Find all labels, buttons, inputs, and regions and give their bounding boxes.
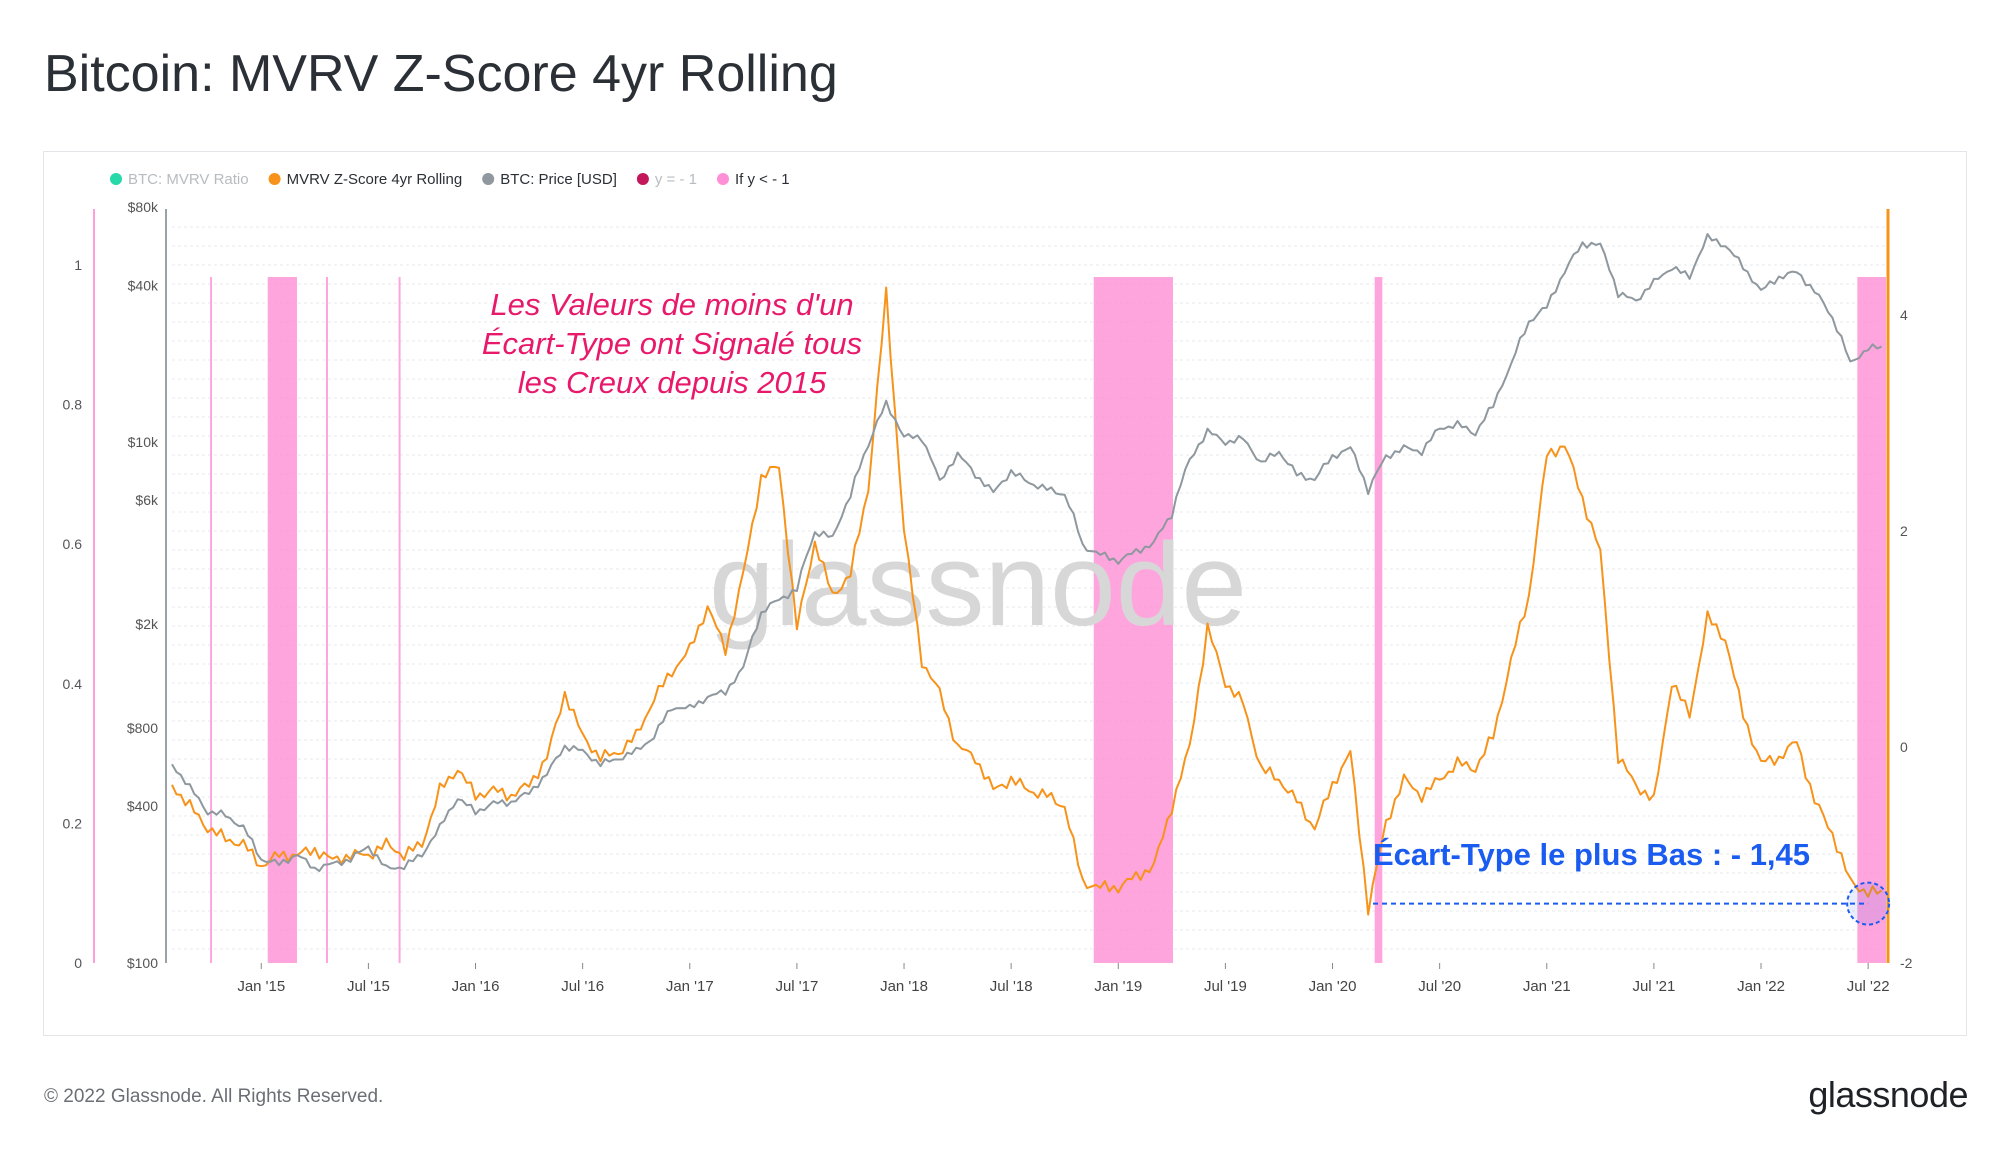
legend: BTC: MVRV Ratio MVRV Z-Score 4yr Rolling B… [110, 171, 790, 188]
zscore-tick-label: 2 [1900, 523, 1908, 539]
annotation-line: les Creux depuis 2015 [518, 365, 827, 400]
legend-marker [268, 173, 281, 185]
mvrv-tick-label: 0.6 [63, 536, 83, 552]
x-tick-label: Jul '15 [347, 978, 390, 995]
price-tick-label: $40k [128, 277, 159, 293]
zscore-tick-label: -2 [1900, 955, 1913, 971]
highlight-band [398, 277, 401, 963]
x-tick-label: Jul '19 [1204, 978, 1247, 995]
highlight-band [1857, 277, 1886, 963]
annotations: Les Valeurs de moins d'un Écart-Type ont … [482, 287, 1891, 926]
annotation-line: Écart-Type ont Signalé tous [482, 326, 862, 361]
footer-copyright: © 2022 Glassnode. All Rights Reserved. [44, 1086, 384, 1107]
mvrv-tick-label: 0.2 [63, 815, 83, 831]
highlight-bands [210, 277, 1886, 963]
x-tick-label: Jan '15 [237, 978, 285, 995]
chart-svg: glassnode Jan '15 Jul '15 Jan '16 Jul '16 Ja… [63, 171, 1913, 995]
price-tick-label: $2k [135, 616, 159, 632]
mvrv-tick-label: 0 [74, 955, 82, 971]
price-tick-label: $400 [127, 798, 158, 814]
series-layer [171, 233, 1883, 916]
x-tick-label: Jul '21 [1632, 978, 1675, 995]
highlight-band [325, 277, 328, 963]
legend-marker [110, 173, 122, 185]
legend-label: BTC: Price [USD] [500, 171, 617, 188]
highlight-band [267, 277, 297, 963]
watermark: glassnode [709, 519, 1247, 651]
footer-logo: glassnode [1808, 1074, 1968, 1115]
chart-container: glassnode Jan '15 Jul '15 Jan '16 Jul '16 Ja… [43, 151, 1967, 1036]
legend-label: If y < - 1 [735, 171, 790, 188]
x-tick-label: Jan '22 [1737, 978, 1785, 995]
legend-label: BTC: MVRV Ratio [128, 171, 249, 188]
highlight-band [1093, 277, 1174, 963]
price-tick-label: $800 [127, 720, 158, 736]
axes: Jan '15 Jul '15 Jan '16 Jul '16 Jan '17 Jul '… [63, 199, 1913, 995]
mvrv-tick-label: 0.4 [63, 676, 83, 692]
mvrv-tick-label: 1 [74, 257, 82, 273]
grid-layer [172, 226, 1886, 950]
highlight-band [210, 277, 213, 963]
zscore-tick-label: 0 [1900, 739, 1908, 755]
x-tick-label: Jan '20 [1309, 978, 1357, 995]
x-tick-label: Jan '18 [880, 978, 928, 995]
x-tick-label: Jan '16 [452, 978, 500, 995]
lowest-std-circle [1846, 881, 1891, 926]
page-title: Bitcoin: MVRV Z-Score 4yr Rolling [44, 45, 838, 103]
zscore-line [171, 286, 1883, 916]
x-tick-label: Jan '21 [1523, 978, 1571, 995]
highlight-band [1374, 277, 1383, 963]
price-tick-label: $10k [128, 434, 159, 450]
price-line [171, 233, 1882, 873]
legend-label: MVRV Z-Score 4yr Rolling [287, 171, 463, 188]
x-tick-label: Jul '22 [1847, 978, 1890, 995]
mvrv-tick-label: 0.8 [63, 397, 83, 413]
legend-marker [717, 173, 729, 185]
x-tick-label: Jul '17 [775, 978, 818, 995]
x-tick-label: Jan '19 [1094, 978, 1142, 995]
lowest-std-label: Écart-Type le plus Bas : - 1,45 [1373, 837, 1810, 872]
legend-marker [636, 173, 649, 185]
legend-label: y = - 1 [655, 171, 697, 188]
zscore-tick-label: 4 [1900, 307, 1908, 323]
annotation-line: Les Valeurs de moins d'un [490, 287, 853, 322]
x-tick-label: Jul '20 [1418, 978, 1461, 995]
price-tick-label: $6k [135, 492, 159, 508]
x-tick-label: Jul '18 [990, 978, 1033, 995]
legend-marker [482, 173, 495, 185]
price-tick-label: $80k [128, 199, 159, 215]
x-tick-label: Jul '16 [561, 978, 604, 995]
x-tick-label: Jan '17 [666, 978, 714, 995]
price-tick-label: $100 [127, 955, 158, 971]
